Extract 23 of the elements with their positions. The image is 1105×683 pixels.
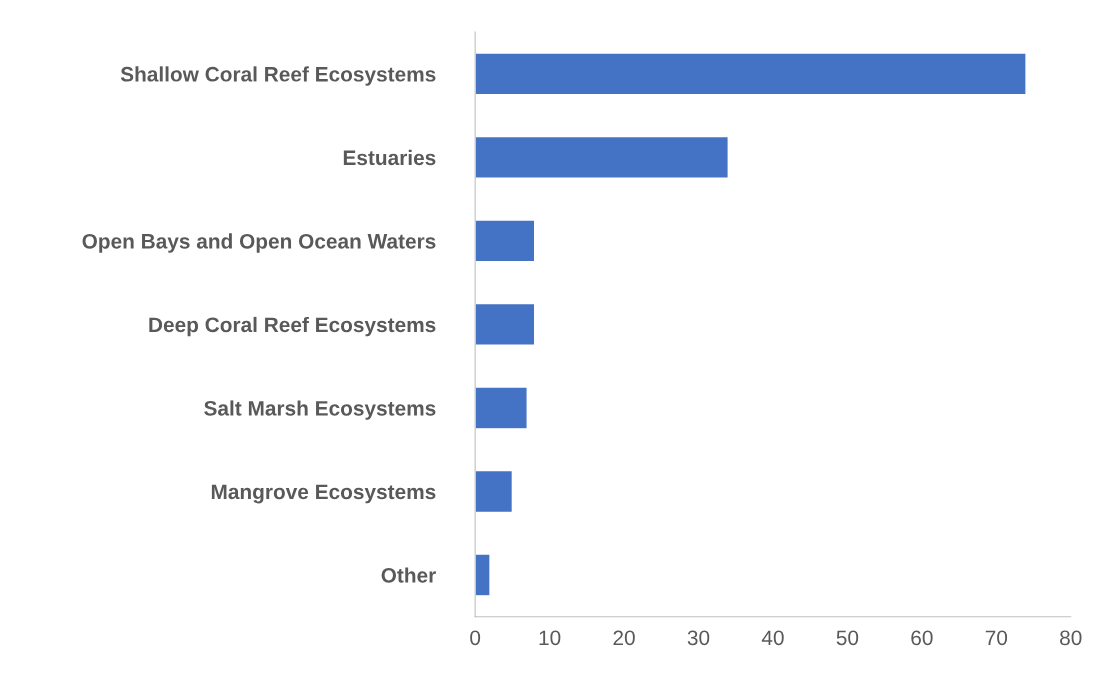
bar (475, 219, 536, 263)
x-tick-label: 70 (985, 630, 1008, 646)
bar (475, 52, 1027, 96)
x-tick-label: 80 (1060, 630, 1082, 646)
y-tick-label: Other (381, 567, 436, 583)
x-tick-label: 10 (539, 630, 561, 646)
x-tick-label: 20 (613, 630, 635, 646)
y-tick-label: Open Bays and Open Ocean Waters (82, 233, 436, 253)
bar (475, 386, 528, 430)
x-tick-label: 50 (836, 630, 859, 646)
x-tick-label: 30 (687, 630, 710, 646)
bar (475, 553, 491, 597)
y-tick-label: Salt Marsh Ecosystems (204, 400, 436, 420)
y-tick-label: Estuaries (343, 149, 436, 166)
x-tick-label: 40 (761, 630, 784, 646)
bar (475, 135, 729, 179)
bar (475, 469, 514, 514)
y-tick-label: Deep Coral Reef Ecosystems (149, 316, 436, 337)
bar (475, 302, 536, 347)
x-tick-label: 0 (470, 630, 481, 646)
x-tick-label: 60 (911, 630, 933, 646)
y-tick-label: Shallow Coral Reef Ecosystems (120, 66, 436, 86)
y-tick-label: Mangrove Ecosystems (211, 484, 436, 504)
